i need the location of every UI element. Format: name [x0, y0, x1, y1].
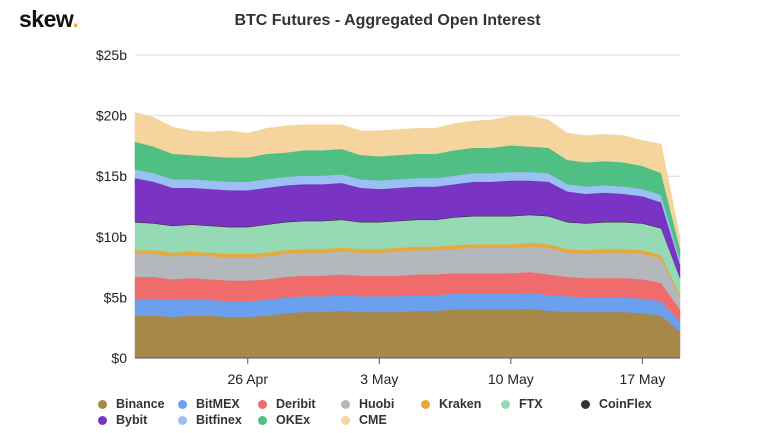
skew-logo: skew.: [19, 6, 79, 33]
legend-item-bitfinex[interactable]: Bitfinex: [178, 412, 258, 428]
legend-row: Binance BitMEX Deribit Huobi Kraken FTX CoinFl…: [98, 396, 718, 412]
legend-swatch: [98, 399, 107, 409]
legend-swatch: [98, 415, 107, 425]
legend-item-bitmex[interactable]: BitMEX: [178, 396, 258, 412]
legend-item-kraken[interactable]: Kraken: [421, 396, 501, 412]
legend-label: Bybit: [116, 413, 148, 427]
legend-swatch: [178, 399, 187, 409]
x-tick-label: 10 May: [488, 371, 534, 387]
legend-label: CoinFlex: [599, 397, 652, 411]
x-tick-label: 26 Apr: [228, 371, 269, 387]
legend-swatch: [341, 399, 350, 409]
legend-swatch: [581, 399, 590, 409]
legend-label: FTX: [519, 397, 543, 411]
legend-label: CME: [359, 413, 387, 427]
legend-swatch: [341, 415, 350, 425]
logo-text: skew: [19, 6, 73, 32]
y-axis-ticks: $0 $5b $10b $15b $20b $25b: [96, 47, 127, 366]
legend-swatch: [501, 399, 510, 409]
x-axis-ticks: 26 Apr 3 May 10 May 17 May: [135, 357, 680, 387]
legend-item-binance[interactable]: Binance: [98, 396, 178, 412]
legend-item-okex[interactable]: OKEx: [258, 412, 341, 428]
chart-legend: Binance BitMEX Deribit Huobi Kraken FTX CoinFl…: [98, 396, 718, 428]
legend-swatch: [258, 415, 267, 425]
legend-label: BitMEX: [196, 397, 240, 411]
y-tick-label: $25b: [96, 47, 127, 63]
legend-item-huobi[interactable]: Huobi: [341, 396, 421, 412]
legend-swatch: [178, 415, 187, 425]
legend-label: OKEx: [276, 413, 311, 427]
y-tick-label: $20b: [96, 108, 127, 124]
legend-item-coinflex[interactable]: CoinFlex: [581, 396, 661, 412]
y-tick-label: $15b: [96, 168, 127, 184]
chart-title: BTC Futures - Aggregated Open Interest: [234, 12, 541, 29]
legend-label: Deribit: [276, 397, 316, 411]
legend-item-bybit[interactable]: Bybit: [98, 412, 178, 428]
y-tick-label: $5b: [104, 289, 128, 305]
y-tick-label: $0: [111, 350, 127, 366]
y-tick-label: $10b: [96, 229, 127, 245]
legend-label: Bitfinex: [196, 413, 242, 427]
stacked-areas: [134, 112, 681, 359]
logo-dot: .: [72, 6, 79, 32]
legend-swatch: [258, 399, 267, 409]
legend-item-ftx[interactable]: FTX: [501, 396, 581, 412]
legend-label: Binance: [116, 397, 165, 411]
x-tick-label: 17 May: [619, 371, 665, 387]
legend-label: Huobi: [359, 397, 395, 411]
legend-row: Bybit Bitfinex OKEx CME: [98, 412, 718, 428]
area-cme: [134, 112, 681, 249]
legend-label: Kraken: [439, 397, 482, 411]
legend-swatch: [421, 399, 430, 409]
legend-item-cme[interactable]: CME: [341, 412, 421, 428]
legend-item-deribit[interactable]: Deribit: [258, 396, 341, 412]
x-tick-label: 3 May: [360, 371, 398, 387]
